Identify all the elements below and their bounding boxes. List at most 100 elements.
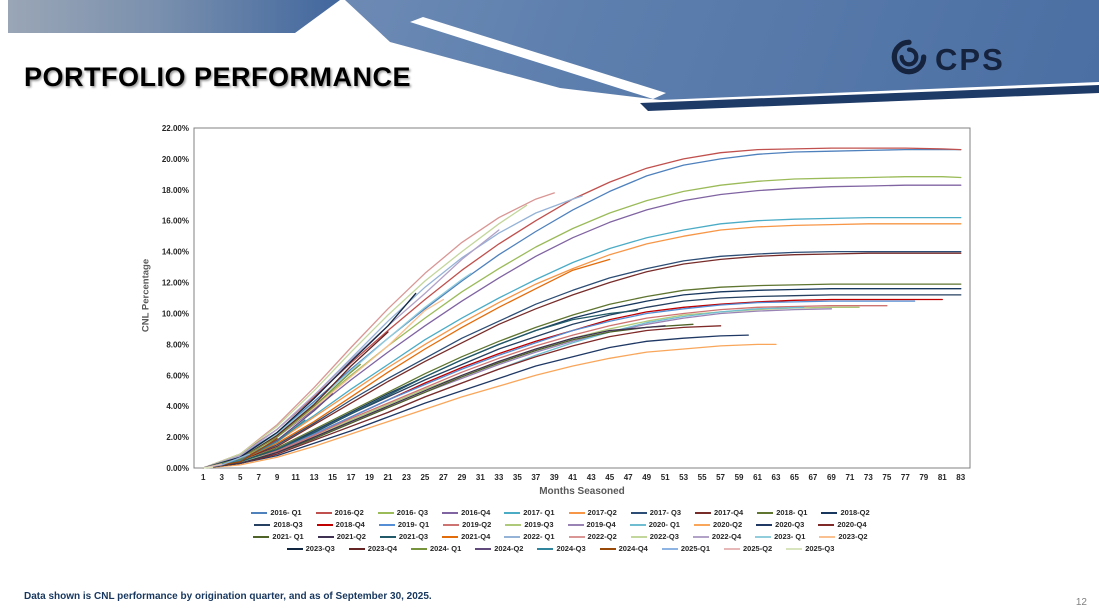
x-axis-title: Months Seasoned (539, 486, 625, 497)
legend-label: 2020-Q2 (712, 520, 743, 529)
x-tick-label: 11 (291, 473, 300, 482)
series-line (202, 250, 962, 469)
legend-item: 2020-Q2 (693, 520, 743, 529)
legend-swatch (756, 523, 773, 526)
x-tick-label: 73 (864, 473, 873, 482)
legend-label: 2022- Q1 (523, 532, 555, 541)
legend-swatch (724, 547, 741, 550)
header-gradient-bar (8, 0, 340, 33)
legend-label: 2018-Q2 (840, 508, 870, 517)
legend-item: 2019-Q2 (443, 520, 491, 529)
legend-swatch (317, 535, 334, 538)
legend-label: 2023-Q4 (367, 544, 397, 553)
legend-label: 2019-Q3 (524, 520, 554, 529)
x-tick-label: 65 (790, 473, 799, 482)
legend-label: 2021-Q3 (398, 532, 429, 541)
legend-swatch (254, 523, 271, 526)
legend-swatch (442, 511, 459, 514)
y-axis-title: CNL Percentage (140, 258, 152, 333)
legend-swatch (693, 523, 710, 526)
x-tick-label: 13 (310, 473, 319, 482)
x-tick-label: 7 (256, 473, 261, 482)
legend-label: 2020-Q4 (837, 520, 867, 529)
page-number: 12 (1075, 597, 1087, 608)
legend-row: 2023-Q3 2023-Q4 2024- Q1 2024-Q2 2024-Q3 2024… (138, 544, 983, 553)
legend-swatch (348, 547, 365, 550)
x-tick-label: 15 (328, 473, 337, 482)
plot-border (193, 127, 971, 469)
legend-swatch (251, 511, 268, 514)
legend-swatch (286, 547, 303, 550)
legend-swatch (537, 547, 554, 550)
legend-item: 2023-Q4 (348, 544, 397, 553)
series-line (202, 192, 555, 469)
legend-swatch (504, 535, 521, 538)
y-tick-label: 2.00% (166, 433, 189, 442)
legend-label: 2018- Q1 (776, 508, 808, 517)
legend-swatch (410, 547, 427, 550)
legend-swatch (695, 511, 712, 514)
legend-item: 2018-Q3 (254, 520, 303, 529)
legend-label: 2024-Q2 (494, 544, 524, 553)
series-line (202, 184, 962, 469)
legend-label: 2017-Q2 (587, 508, 617, 517)
x-tick-label: 57 (716, 473, 725, 482)
cps-logo-text: CPS (935, 42, 1005, 77)
legend-item: 2020-Q4 (818, 520, 867, 529)
y-tick-label: 10.00% (162, 309, 189, 318)
legend-item: 2024-Q3 (537, 544, 586, 553)
legend-row: 2018-Q3 2018-Q4 2019- Q1 2019-Q2 2019-Q3 2019… (138, 520, 983, 529)
legend-item: 2021-Q2 (317, 532, 366, 541)
legend-label: 2023-Q2 (838, 532, 868, 541)
x-tick-label: 35 (513, 473, 522, 482)
x-tick-label: 31 (476, 473, 485, 482)
legend-item: 2024-Q4 (599, 544, 648, 553)
x-tick-label: 5 (238, 473, 243, 482)
y-tick-label: 20.00% (162, 155, 189, 164)
legend-label: 2025-Q1 (680, 544, 711, 553)
legend-item: 2022-Q2 (568, 532, 617, 541)
x-tick-label: 29 (457, 473, 466, 482)
x-tick-label: 9 (275, 473, 280, 482)
x-tick-label: 23 (402, 473, 411, 482)
x-tick-label: 53 (679, 473, 688, 482)
x-tick-label: 27 (439, 473, 448, 482)
series-line (202, 229, 500, 469)
y-tick-label: 4.00% (166, 402, 189, 411)
x-tick-label: 81 (938, 473, 947, 482)
legend-swatch (475, 547, 492, 550)
x-tick-label: 1 (201, 473, 206, 482)
legend-item: 2023-Q3 (286, 544, 335, 553)
x-tick-label: 83 (956, 473, 965, 482)
legend-swatch (315, 511, 332, 514)
legend-item: 2024- Q1 (410, 544, 461, 553)
x-tick-label: 37 (531, 473, 540, 482)
legend-label: 2022-Q3 (649, 532, 679, 541)
legend-label: 2025-Q2 (743, 544, 773, 553)
x-tick-label: 3 (219, 473, 224, 482)
legend-item: 2025-Q2 (724, 544, 772, 553)
legend-swatch (818, 523, 835, 526)
legend-swatch (253, 535, 270, 538)
series-line (202, 305, 888, 469)
legend-swatch (786, 547, 803, 550)
legend-item: 2020-Q3 (756, 520, 804, 529)
y-tick-label: 12.00% (162, 279, 189, 288)
legend-item: 2018-Q2 (821, 508, 870, 517)
page-title: PORTFOLIO PERFORMANCE (24, 62, 411, 92)
legend-swatch (630, 511, 647, 514)
legend-swatch (377, 511, 394, 514)
footnote: Data shown is CNL performance by origina… (24, 591, 432, 602)
y-tick-label: 22.00% (162, 124, 189, 133)
series-line (202, 204, 528, 469)
chart-legend: 2016- Q1 2016-Q2 2016- Q3 2016-Q4 2017- Q1 20… (138, 508, 983, 553)
legend-item: 2023- Q1 (755, 532, 805, 541)
series-line (202, 300, 916, 469)
x-tick-label: 49 (642, 473, 651, 482)
legend-item: 2021- Q1 (253, 532, 304, 541)
cps-logo: CPS (888, 36, 1005, 83)
legend-label: 2016-Q2 (334, 508, 364, 517)
legend-item: 2025-Q1 (661, 544, 711, 553)
cps-logo-icon (888, 36, 930, 83)
legend-label: 2021- Q1 (272, 532, 304, 541)
